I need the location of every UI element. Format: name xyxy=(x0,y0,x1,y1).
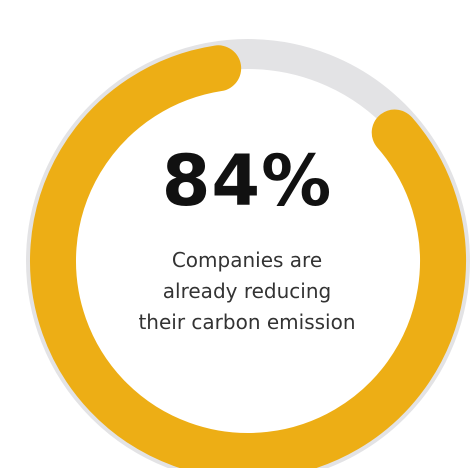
gauge-progress-arc xyxy=(30,45,466,468)
percentage-value: 84% xyxy=(161,140,333,222)
caption-line-3: their carbon emission xyxy=(138,310,356,334)
caption-line-2: already reducing xyxy=(162,279,332,303)
caption: Companies are already reducing their car… xyxy=(87,245,407,338)
caption-line-1: Companies are xyxy=(171,248,323,272)
